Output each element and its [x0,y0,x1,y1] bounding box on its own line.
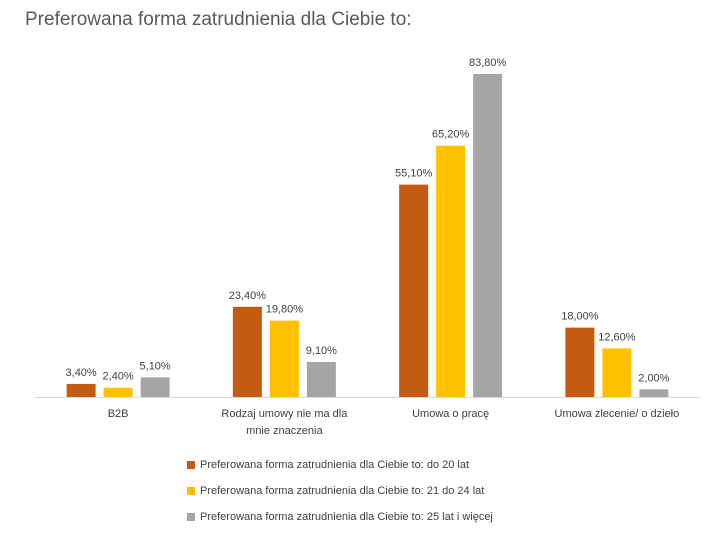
legend: Preferowana forma zatrudnienia dla Ciebi… [187,457,493,535]
legend-swatch [187,461,195,469]
bar-s3-c4 [639,389,669,397]
legend-label: Preferowana forma zatrudnienia dla Ciebi… [200,511,493,523]
bar-s1-c2 [232,306,262,397]
category-label-3: Umowa o pracę [412,408,489,420]
legend-swatch [187,513,195,521]
bar-s1-c1 [66,383,96,397]
data-label-s3-c2: 9,10% [306,345,337,357]
bar-s3-c1 [140,377,170,397]
data-label-s1-c2: 23,40% [229,290,267,302]
bar-s1-c3 [399,184,429,397]
data-label-s3-c3: 83,80% [469,57,507,69]
data-label-s2-c1: 2,40% [103,371,134,383]
category-label-1: B2B [108,408,129,420]
legend-item-2: Preferowana forma zatrudnienia dla Ciebi… [187,483,493,499]
bar-s2-c2 [269,320,299,397]
data-label-s2-c3: 65,20% [432,129,470,141]
bar-s1-c4 [565,327,595,397]
legend-swatch [187,487,195,495]
data-label-s1-c3: 55,10% [395,168,433,180]
legend-label: Preferowana forma zatrudnienia dla Ciebi… [200,485,485,497]
category-label-2: Rodzaj umowy nie ma dla mnie znaczenia [221,408,348,437]
legend-item-3: Preferowana forma zatrudnienia dla Ciebi… [187,509,493,525]
bar-s3-c2 [306,361,336,397]
bar-s3-c3 [473,74,503,397]
bar-s2-c1 [103,387,133,397]
data-label-s3-c4: 2,00% [638,372,669,384]
data-label-s3-c1: 5,10% [140,360,171,372]
legend-label: Preferowana forma zatrudnienia dla Ciebi… [200,459,470,471]
bar-s2-c3 [436,145,466,397]
legend-item-1: Preferowana forma zatrudnienia dla Ciebi… [187,457,493,473]
category-label-4: Umowa zlecenie/ o dzieło [555,408,680,420]
data-label-s1-c4: 18,00% [561,311,599,323]
data-label-s2-c4: 12,60% [598,331,636,343]
data-label-s2-c2: 19,80% [266,304,304,316]
data-label-s1-c1: 3,40% [66,367,97,379]
chart-title: Preferowana forma zatrudnienia dla Ciebi… [25,9,412,30]
bar-s2-c4 [602,348,632,397]
